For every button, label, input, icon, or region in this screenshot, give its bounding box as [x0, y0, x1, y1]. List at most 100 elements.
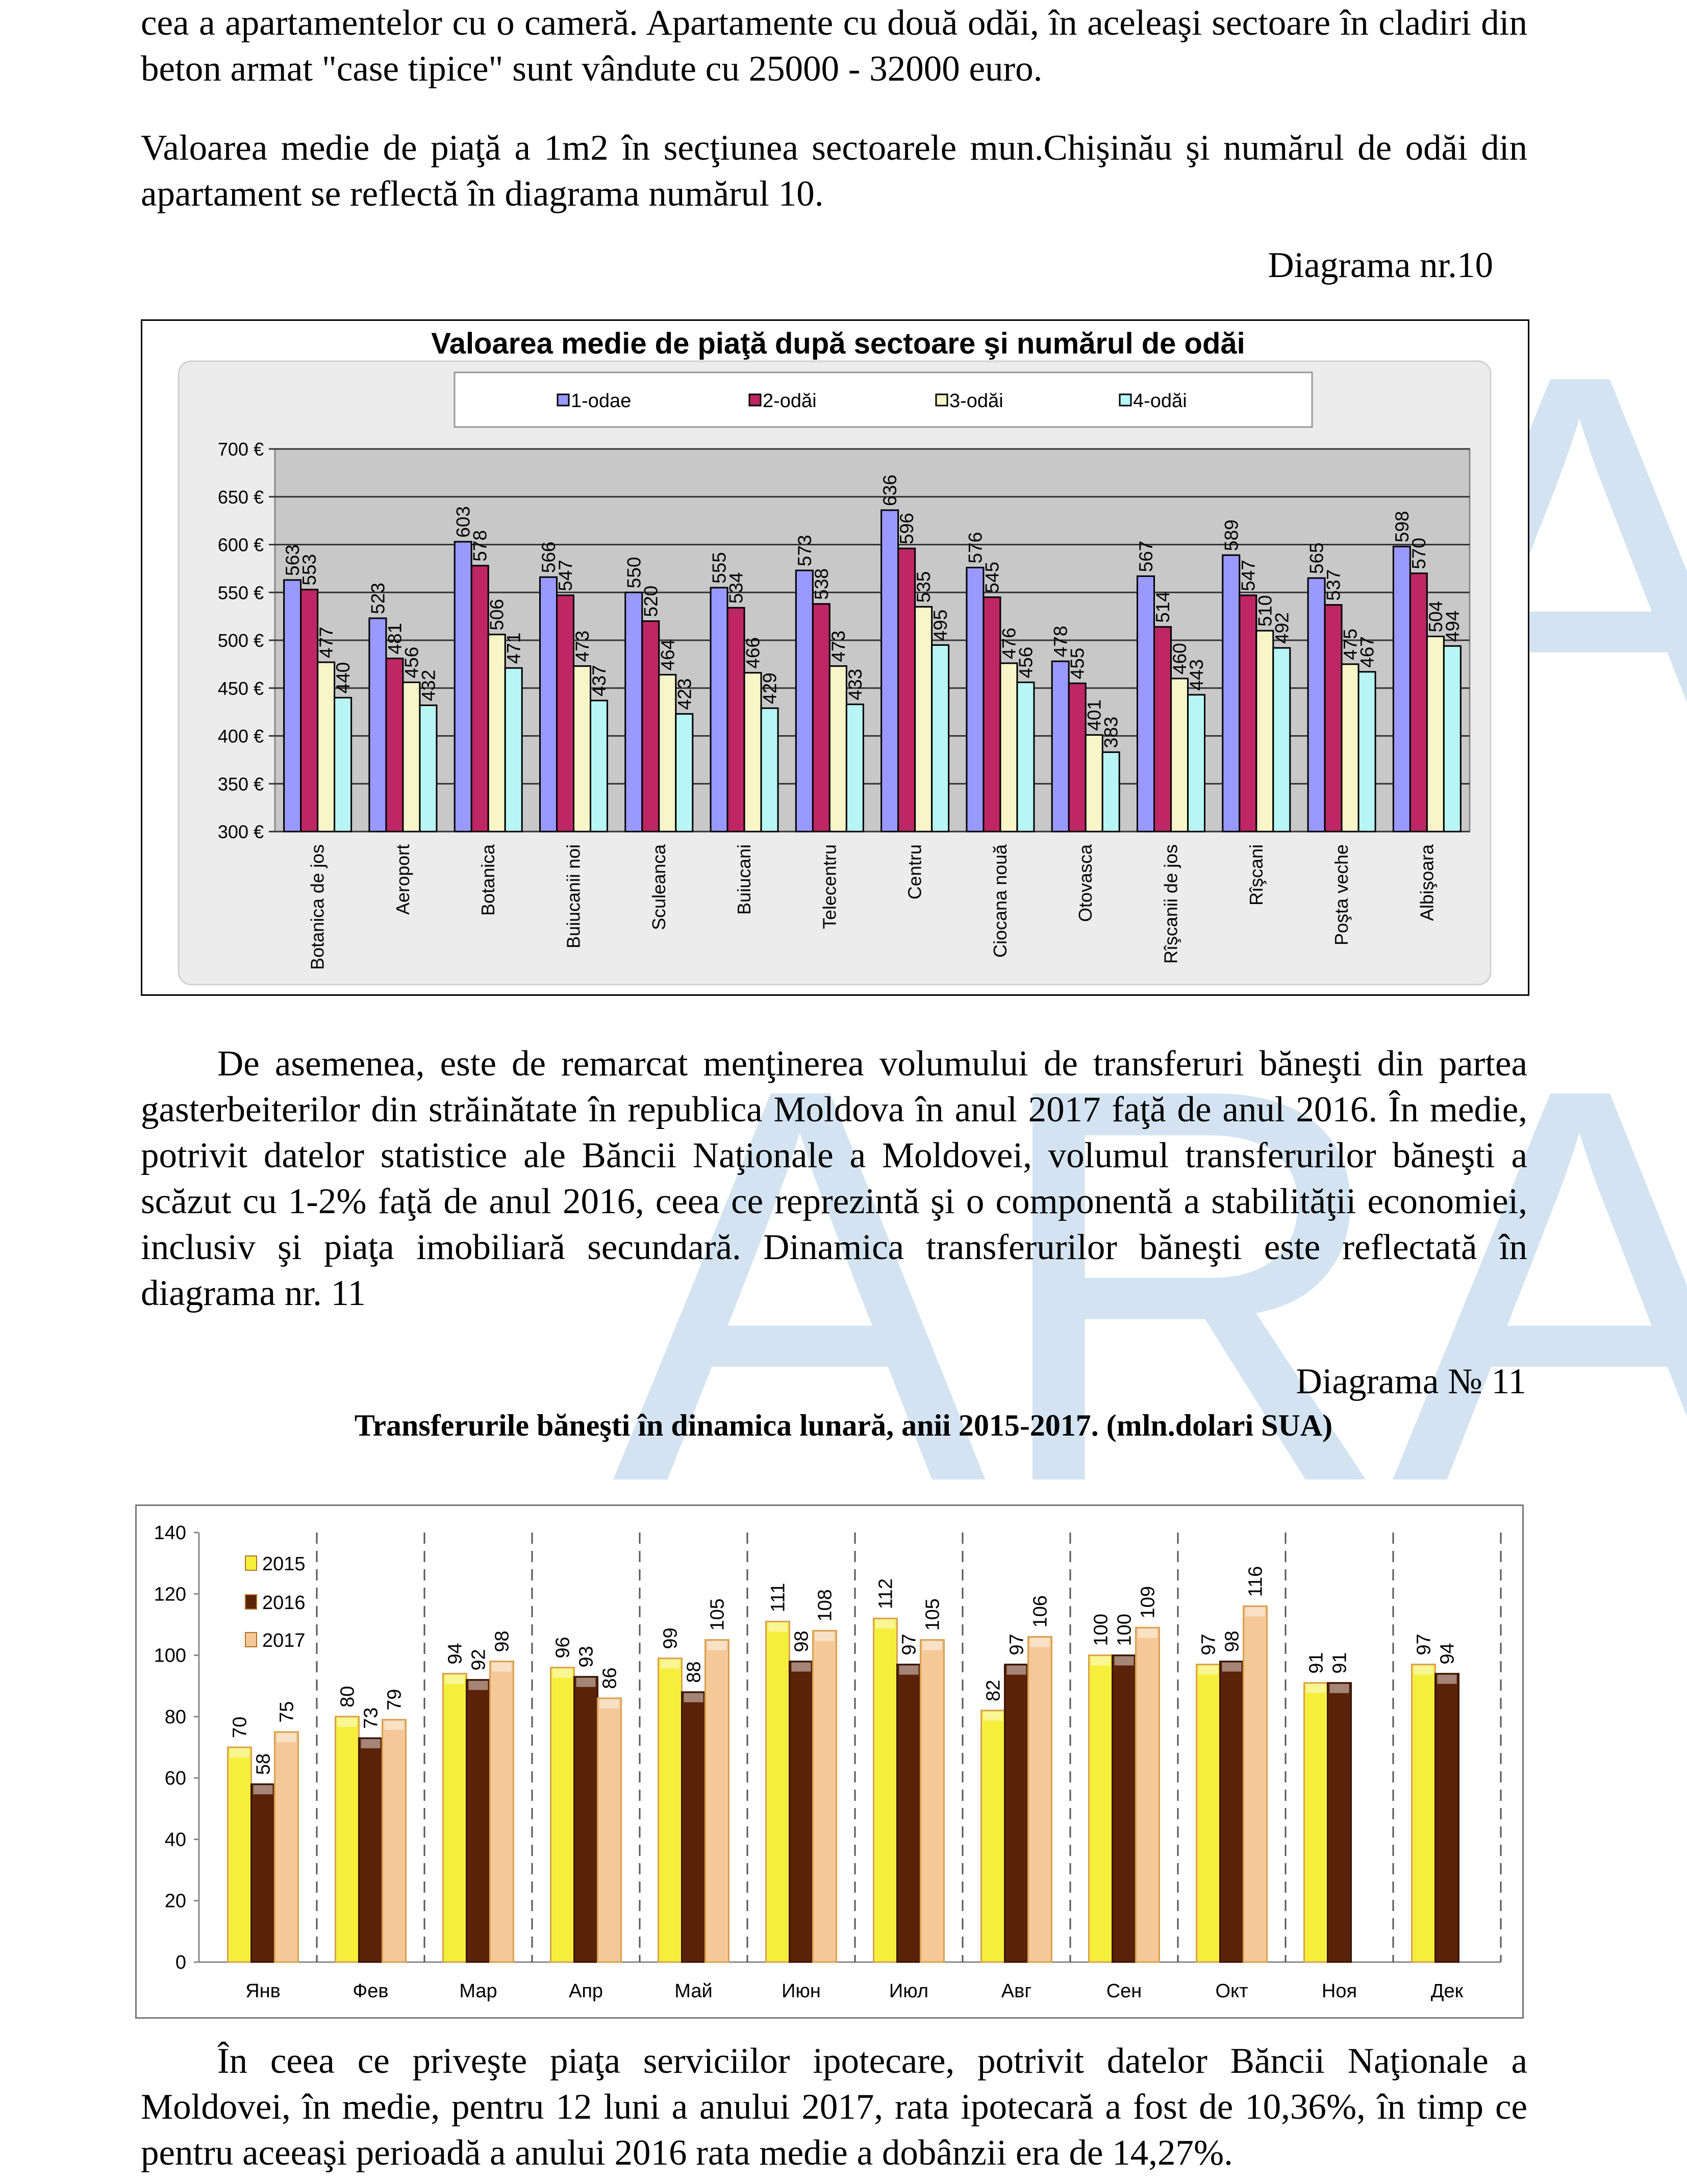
category-label: Poşta veche [1331, 844, 1352, 945]
bar-2016 [896, 1664, 921, 1963]
bar-highlight [599, 1699, 619, 1709]
category-label: Sculeanca [648, 844, 669, 930]
bar-2017 [597, 1697, 622, 1963]
bar-2015 [1303, 1682, 1328, 1963]
bar-highlight [768, 1622, 788, 1632]
bar-2017 [1027, 1636, 1052, 1963]
bar-4-odăi [1272, 647, 1291, 833]
bar-3-odăi [743, 672, 762, 833]
data-label: 97 [899, 1634, 920, 1655]
data-label: 112 [875, 1578, 897, 1610]
category-label: Botanica [477, 844, 498, 916]
bar-1-odae [795, 569, 814, 833]
category-label: Albişoara [1416, 844, 1437, 921]
data-label: 576 [965, 532, 986, 564]
data-label: 555 [709, 552, 730, 584]
bar-4-odăi [1101, 751, 1120, 833]
data-label: 477 [316, 626, 337, 658]
bar-highlight [1030, 1638, 1050, 1647]
month-label: Ноя [1322, 1980, 1357, 2002]
bar-4-odăi [334, 697, 352, 833]
data-label: 58 [253, 1753, 274, 1775]
data-label: 567 [1136, 541, 1156, 572]
bar-3-odăi [1426, 636, 1445, 833]
data-label: 495 [930, 610, 951, 641]
month-label: Янв [245, 1980, 281, 2002]
data-label: 79 [384, 1689, 406, 1711]
chart-11-frame: 0 20 40 60 80 100 120 140 70 58 75 Янв 80 73 79 Фев 94 92… [135, 1504, 1524, 2019]
y-tick-label: 20 [165, 1891, 186, 1912]
data-label: 537 [1323, 569, 1344, 601]
data-label: 75 [276, 1701, 298, 1723]
data-label: 589 [1221, 519, 1242, 551]
bar-2017 [1243, 1605, 1268, 1963]
bar-highlight [492, 1662, 512, 1672]
bar-highlight [1414, 1665, 1433, 1675]
category-label: Rîşcani [1246, 844, 1267, 906]
data-label: 116 [1245, 1566, 1267, 1597]
y-tick-label: 450 € [218, 678, 264, 699]
legend-swatch [245, 1594, 257, 1610]
data-label: 433 [845, 669, 866, 700]
bar-2-odăi [897, 547, 916, 833]
diagram-11-label: Diagrama № 11 [1296, 1362, 1526, 1401]
bar-4-odăi [1187, 694, 1205, 833]
bar-2015 [442, 1673, 467, 1963]
bar-highlight [791, 1662, 811, 1672]
data-label: 573 [794, 535, 815, 566]
month-label: Апр [569, 1980, 603, 2002]
data-label: 91 [1329, 1652, 1351, 1673]
bar-highlight [1006, 1665, 1026, 1675]
bar-2017 [920, 1639, 945, 1963]
data-label: 596 [896, 513, 917, 544]
chart-10: Valoarea medie de piaţă după sectoare şi… [178, 327, 1492, 986]
bar-1-odae [454, 541, 472, 833]
data-label: 566 [538, 542, 559, 573]
bar-2016 [573, 1676, 598, 1963]
legend-label: 4-odăi [1133, 390, 1187, 412]
bar-2-odăi [983, 596, 1001, 833]
data-label: 550 [623, 557, 644, 589]
bar-2-odăi [470, 565, 489, 833]
paragraph-2: Valoarea medie de piaţă a 1m2 în secţiun… [141, 128, 1527, 214]
data-label: 109 [1138, 1586, 1159, 1618]
bar-3-odăi [1255, 630, 1274, 833]
data-label: 111 [768, 1583, 789, 1613]
y-tick-label: 80 [165, 1706, 186, 1728]
bar-highlight [445, 1674, 465, 1684]
bar-highlight [384, 1720, 404, 1730]
bar-highlight [552, 1668, 572, 1678]
bar-2017 [274, 1731, 299, 1963]
bar-1-odae [1051, 660, 1070, 833]
paragraph-4: În ceea ce priveşte piaţa serviciilor ip… [141, 2041, 1527, 2173]
data-label: 467 [1357, 636, 1378, 668]
bar-highlight [576, 1677, 596, 1687]
bar-highlight [899, 1665, 919, 1675]
legend-swatch [748, 393, 762, 407]
data-label: 91 [1306, 1652, 1327, 1673]
data-label: 82 [983, 1680, 1004, 1701]
y-tick-label: 700 € [218, 439, 264, 460]
data-label: 97 [1414, 1634, 1435, 1655]
data-label: 456 [401, 647, 422, 679]
data-label: 494 [1442, 611, 1463, 642]
bar-2016 [1219, 1661, 1244, 1963]
bar-1-odae [710, 587, 728, 833]
data-label: 456 [1015, 647, 1036, 679]
chart-title: Valoarea medie de piaţă după sectoare şi… [431, 327, 1245, 360]
bar-highlight [468, 1680, 488, 1690]
bar-2015 [1411, 1664, 1436, 1963]
bar-highlight [361, 1739, 381, 1748]
data-label: 506 [487, 599, 508, 631]
bar-highlight [815, 1631, 835, 1641]
bar-highlight [1138, 1628, 1157, 1638]
diagram-10-label: Diagrama nr.10 [1268, 245, 1493, 285]
bar-2-odăi [1239, 594, 1257, 833]
bar-2016 [681, 1691, 706, 1963]
category-label: Rîşcanii de jos [1161, 844, 1181, 964]
y-tick-label: 600 € [218, 535, 264, 556]
legend-label: 2017 [262, 1630, 306, 1651]
bar-highlight [660, 1659, 680, 1669]
bar-2-odăi [1068, 682, 1087, 833]
